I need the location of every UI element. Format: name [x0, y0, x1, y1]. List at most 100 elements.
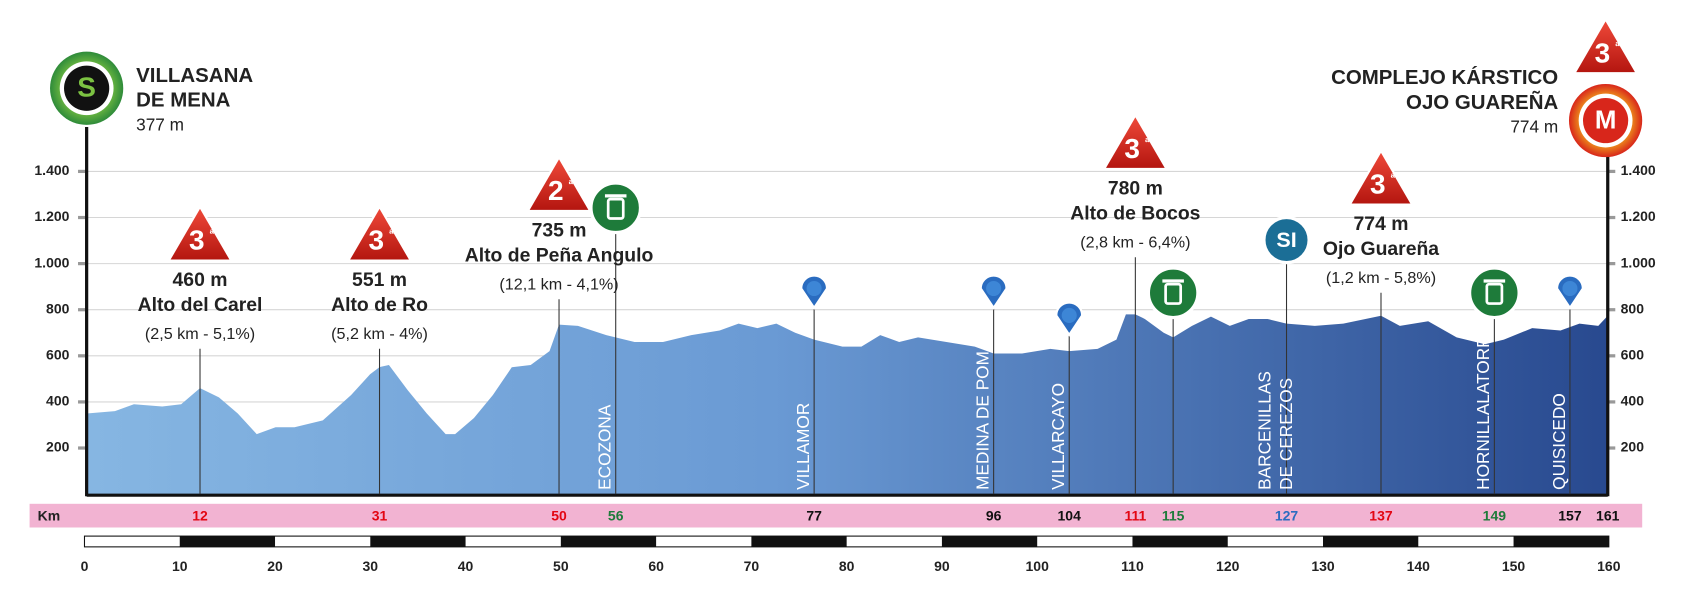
km-scale-segment — [1513, 536, 1609, 547]
finish-inner — [1582, 97, 1629, 144]
climb-triangle-category: 2 — [548, 175, 564, 206]
climb-triangle-suffix: ª — [1391, 171, 1396, 185]
place-name: VILLAMOR — [793, 403, 813, 490]
y-tick-label: 600 — [46, 347, 70, 363]
climb-details: (5,2 km - 4%) — [331, 325, 428, 343]
ecozone-icon — [589, 181, 643, 235]
climb-triangle — [1103, 114, 1168, 171]
km-mark: 56 — [608, 507, 624, 523]
place-name: QUISICEDO — [1549, 393, 1569, 490]
finish-icon: M — [1595, 106, 1617, 134]
km-mark: 161 — [1596, 507, 1620, 523]
x-tick-label: 90 — [934, 558, 950, 574]
km-mark: 104 — [1058, 507, 1082, 523]
start-name: DE MENA — [136, 89, 230, 112]
climb-details: (2,8 km - 6,4%) — [1080, 234, 1190, 252]
km-scale-segment — [1323, 536, 1419, 547]
pin-dot — [1061, 307, 1077, 323]
km-scale-segment — [751, 536, 847, 547]
ecozone-icon — [1146, 266, 1200, 320]
y-tick-label: 200 — [46, 439, 70, 455]
y-tick-label: 1.000 — [34, 254, 69, 270]
x-tick-label: 120 — [1216, 558, 1240, 574]
climb-elevation: 780 m — [1108, 178, 1163, 200]
climb-elevation: 460 m — [173, 269, 228, 291]
x-tick-label: 160 — [1597, 558, 1621, 574]
km-mark: 111 — [1124, 507, 1146, 523]
place-name: BARCENILLAS — [1255, 371, 1275, 490]
climb-elevation: 774 m — [1354, 213, 1409, 235]
si-label: SI — [1276, 228, 1296, 252]
bin — [606, 197, 625, 220]
ecozone-icon — [1467, 266, 1521, 320]
km-mark: 157 — [1558, 507, 1582, 523]
y-tick-label: 400 — [46, 393, 70, 409]
climb-name: Ojo Guareña — [1323, 238, 1439, 260]
y-tick-label: 800 — [46, 300, 70, 316]
climb-details: (12,1 km - 4,1%) — [499, 276, 618, 294]
x-tick-label: 30 — [363, 558, 379, 574]
y-tick-label: 1.200 — [34, 208, 69, 224]
km-mark: 12 — [192, 507, 208, 523]
climb-triangle-category: 3 — [369, 225, 385, 256]
climb-triangle-category: 3 — [189, 225, 205, 256]
km-mark: 50 — [551, 507, 567, 523]
km-mark: 137 — [1369, 507, 1393, 523]
x-tick-label: 50 — [553, 558, 569, 574]
climb-triangle-suffix: ª — [1145, 135, 1150, 149]
km-mark: 31 — [372, 507, 388, 523]
bin — [1485, 282, 1504, 305]
km-scale-segment — [560, 536, 657, 547]
si-icon — [1262, 215, 1311, 265]
climb-elevation: 735 m — [532, 220, 587, 242]
x-tick-label: 80 — [839, 558, 855, 574]
km-scale-segment — [941, 536, 1038, 547]
climb-triangle-suffix: ª — [569, 177, 574, 191]
place-name: HORNILLALATORRE — [1473, 324, 1493, 490]
x-tick-label: 150 — [1502, 558, 1526, 574]
finish-name: COMPLEJO KÁRSTICO — [1331, 66, 1558, 89]
start-inner — [64, 65, 110, 111]
km-scale-segment — [370, 536, 466, 547]
x-tick-label: 20 — [267, 558, 283, 574]
start-icon: S — [77, 72, 96, 103]
climb-name: Alto de Bocos — [1070, 202, 1200, 224]
climb-details: (2,5 km - 5,1%) — [145, 325, 255, 343]
y-tick-label: 1.400 — [34, 162, 69, 178]
y-tick-label-right: 200 — [1621, 439, 1645, 455]
y-tick-label-right: 1.400 — [1621, 162, 1656, 178]
climb-triangle — [167, 205, 233, 262]
km-mark: 96 — [986, 507, 1002, 523]
pin-dot — [1562, 280, 1578, 297]
climb-name: Alto del Carel — [138, 294, 263, 316]
finish-name: OJO GUAREÑA — [1406, 91, 1558, 114]
x-tick-label: 60 — [648, 558, 664, 574]
climb-triangle — [347, 205, 412, 262]
place-name: ECOZONA — [595, 404, 615, 490]
place-name: MEDINA DE POMAR — [972, 327, 992, 490]
start-name: VILLASANA — [136, 64, 253, 87]
finish-triangle-suffix: ª — [1615, 39, 1620, 53]
climb-name: Alto de Ro — [331, 294, 428, 316]
climb-triangle-category: 3 — [1124, 133, 1140, 164]
y-tick-label-right: 1.000 — [1621, 254, 1656, 270]
km-strip — [29, 503, 1643, 528]
x-tick-label: 100 — [1026, 558, 1050, 574]
km-scale-segment — [1132, 536, 1228, 547]
km-mark: 115 — [1162, 507, 1185, 523]
finish-elevation: 774 m — [1510, 117, 1558, 137]
km-mark: 127 — [1275, 507, 1299, 523]
km-mark: 149 — [1483, 507, 1507, 523]
climb-triangle-suffix: ª — [210, 227, 215, 241]
place-name: VILLARCAYO — [1048, 383, 1068, 490]
x-tick-label: 140 — [1407, 558, 1431, 574]
x-tick-label: 40 — [458, 558, 474, 574]
place-name: DE CEREZOS — [1276, 378, 1296, 490]
bin — [1164, 282, 1183, 305]
km-strip-label: Km — [38, 507, 61, 523]
km-scale-segment — [179, 536, 276, 547]
climb-triangle — [1348, 149, 1414, 206]
climb-details: (1,2 km - 5,8%) — [1326, 269, 1436, 287]
km-mark: 77 — [806, 507, 822, 523]
